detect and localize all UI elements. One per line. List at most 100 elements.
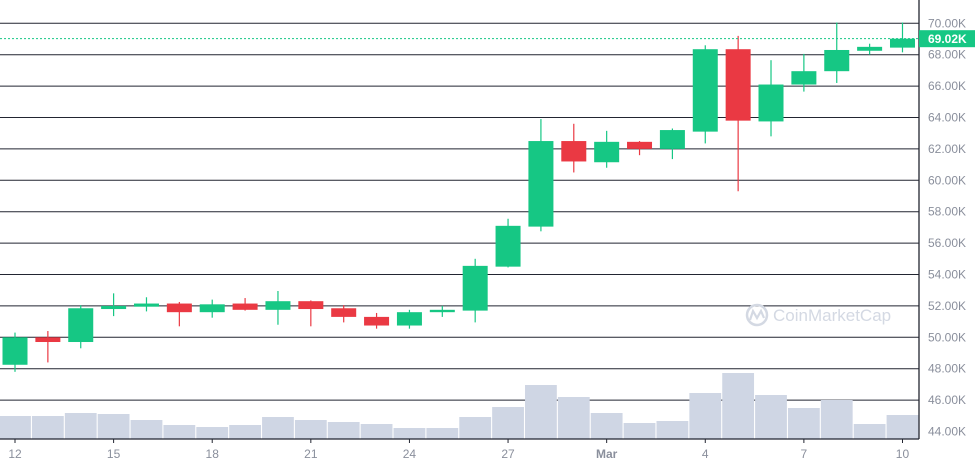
y-tick-label: 58.00K xyxy=(928,205,966,219)
volume-bar xyxy=(426,428,459,439)
coinmarketcap-logo-icon xyxy=(745,303,769,327)
candle-down xyxy=(364,312,390,329)
volume-bars xyxy=(0,373,919,439)
volume-bar xyxy=(886,415,919,439)
volume-bar xyxy=(623,423,656,439)
candle-body xyxy=(35,337,61,343)
candle-up xyxy=(791,53,817,92)
candle-body xyxy=(659,130,685,149)
x-tick-label: 18 xyxy=(206,447,220,461)
candle-up xyxy=(2,332,28,372)
volume-bar xyxy=(196,427,229,439)
candle-down xyxy=(298,300,324,327)
candle-body xyxy=(396,312,422,326)
volume-bar xyxy=(360,424,393,439)
gridlines xyxy=(0,22,919,401)
volume-bar xyxy=(755,395,787,439)
x-tick-label: 4 xyxy=(702,447,709,461)
volume-bar xyxy=(459,417,492,439)
volume-bar xyxy=(853,424,886,439)
candle-up xyxy=(68,305,94,349)
watermark-text: CoinMarketCap xyxy=(773,306,891,325)
candle-body xyxy=(101,305,127,310)
candle-up xyxy=(462,258,488,323)
volume-bar xyxy=(722,373,755,439)
candle-up xyxy=(889,22,915,53)
candles xyxy=(2,22,915,372)
volume-bar xyxy=(31,416,64,439)
candle-up xyxy=(199,299,225,318)
x-tick-label: 10 xyxy=(896,447,910,461)
candle-body xyxy=(2,337,28,365)
volume-bar xyxy=(163,425,196,439)
current-price-badge xyxy=(919,30,975,48)
candle-up xyxy=(133,297,159,312)
x-tick-label: Mar xyxy=(596,447,618,461)
volume-bar xyxy=(130,420,163,439)
candle-body xyxy=(627,141,653,149)
watermark: CoinMarketCap xyxy=(745,303,891,327)
volume-bar xyxy=(820,400,853,439)
candle-body xyxy=(725,49,751,121)
volume-bar xyxy=(590,413,623,439)
candle-body xyxy=(561,141,587,162)
volume-bar xyxy=(229,425,261,439)
candle-body xyxy=(133,303,159,307)
volume-bar xyxy=(557,397,590,439)
current-price-tag: 69.02K xyxy=(0,30,975,48)
y-tick-label: 66.00K xyxy=(928,79,966,93)
current-price-label: 69.02K xyxy=(928,32,967,46)
y-tick-label: 48.00K xyxy=(928,362,966,376)
candle-up xyxy=(692,45,718,144)
y-tick-label: 70.00K xyxy=(928,16,966,30)
candle-body xyxy=(889,38,915,48)
candle-body xyxy=(528,141,554,227)
candle-up xyxy=(659,128,685,160)
candle-up xyxy=(429,305,455,317)
x-tick-label: 7 xyxy=(801,447,808,461)
candle-body xyxy=(199,304,225,313)
candle-up xyxy=(396,309,422,329)
y-tick-label: 62.00K xyxy=(928,142,966,156)
x-tick-label: 24 xyxy=(403,447,417,461)
volume-bar xyxy=(393,428,426,439)
candle-body xyxy=(824,49,850,72)
volume-bar xyxy=(327,422,360,439)
x-tick-label: 27 xyxy=(501,447,515,461)
candle-body xyxy=(791,71,817,85)
x-tick-label: 21 xyxy=(304,447,318,461)
volume-bar xyxy=(525,385,557,439)
candle-up xyxy=(495,218,521,268)
candle-down xyxy=(232,298,258,311)
candle-body xyxy=(429,309,455,313)
candle-body xyxy=(495,225,521,267)
y-tick-label: 50.00K xyxy=(928,330,966,344)
candle-body xyxy=(692,49,718,132)
candle-down xyxy=(166,301,192,327)
y-tick-label: 68.00K xyxy=(928,48,966,62)
volume-bar xyxy=(97,414,130,439)
candle-up xyxy=(265,290,291,325)
y-tick-label: 44.00K xyxy=(928,425,966,439)
volume-bar xyxy=(262,417,294,439)
candle-up xyxy=(528,119,554,232)
candle-down xyxy=(627,141,653,156)
candle-body xyxy=(298,301,324,310)
x-tick-label: 12 xyxy=(8,447,22,461)
candle-up xyxy=(758,60,784,137)
candle-body xyxy=(364,316,390,326)
candle-body xyxy=(232,303,258,310)
candle-body xyxy=(331,308,357,317)
candle-up xyxy=(594,130,620,168)
y-tick-label: 54.00K xyxy=(928,268,966,282)
y-tick-label: 46.00K xyxy=(928,393,966,407)
volume-bar xyxy=(294,420,327,439)
candle-up xyxy=(101,293,127,317)
y-tick-label: 64.00K xyxy=(928,111,966,125)
volume-bar xyxy=(656,421,689,439)
candle-body xyxy=(758,84,784,122)
y-tick-label: 52.00K xyxy=(928,299,966,313)
candle-body xyxy=(265,301,291,310)
